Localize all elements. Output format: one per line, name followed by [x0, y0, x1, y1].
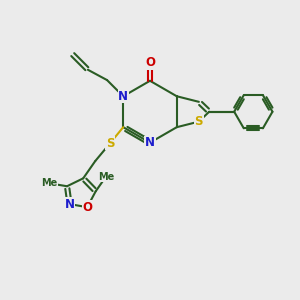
Text: Me: Me [41, 178, 58, 188]
Text: N: N [118, 90, 128, 103]
Text: O: O [82, 201, 92, 214]
Text: N: N [145, 136, 155, 149]
Text: Me: Me [98, 172, 114, 182]
Text: N: N [64, 198, 74, 211]
Text: S: S [106, 137, 114, 150]
Text: S: S [195, 115, 203, 128]
Text: O: O [145, 56, 155, 69]
